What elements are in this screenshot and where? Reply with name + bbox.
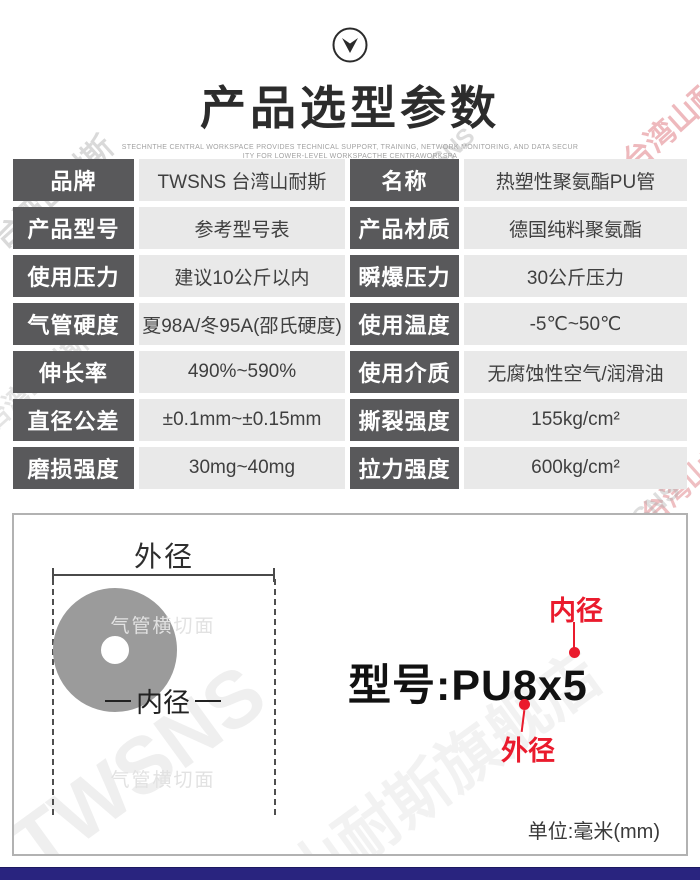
spec-value: 600kg/cm² [464, 447, 687, 489]
spec-label: 瞬爆压力 [350, 255, 459, 297]
inner-diameter-label: 内径 [63, 681, 263, 720]
page-header: 产品选型参数 STECHNTHE CENTRAL WORKSPACE PROVI… [0, 26, 700, 161]
spec-value: 30mg~40mg [139, 447, 345, 489]
spec-label: 磨损强度 [13, 447, 134, 489]
dimension-tick-right [273, 568, 275, 582]
spec-value: -5℃~50℃ [464, 303, 687, 345]
spec-value: 参考型号表 [139, 207, 345, 249]
spec-value: ±0.1mm~±0.15mm [139, 399, 345, 441]
outer-diameter-label: 外径 [133, 541, 194, 572]
spec-value: 德国纯料聚氨酯 [464, 207, 687, 249]
extension-line-right [274, 579, 276, 815]
spec-label: 伸长率 [13, 351, 134, 393]
spec-table: 品牌 TWSNS 台湾山耐斯 名称 热塑性聚氨酯PU管 产品型号 参考型号表 产… [13, 159, 688, 489]
callout-inner-dot [569, 647, 580, 658]
dimension-tick-left [52, 568, 54, 582]
spec-value: TWSNS 台湾山耐斯 [139, 159, 345, 201]
spec-label: 品牌 [13, 159, 134, 201]
spec-value: 30公斤压力 [464, 255, 687, 297]
spec-value: 热塑性聚氨酯PU管 [464, 159, 687, 201]
spec-value: 夏98A/冬95A(邵氏硬度) [139, 303, 345, 345]
dimension-line [52, 574, 275, 576]
spec-label: 名称 [350, 159, 459, 201]
callout-outer-diameter-label: 外径 [501, 736, 555, 766]
spec-label: 直径公差 [13, 399, 134, 441]
page-subtitle-line1: STECHNTHE CENTRAL WORKSPACE PROVIDES TEC… [121, 144, 579, 151]
spec-value: 155kg/cm² [464, 399, 687, 441]
footer-bar [0, 867, 700, 880]
spec-label: 产品材质 [350, 207, 459, 249]
callout-inner-diameter-label: 内径 [549, 596, 603, 626]
spec-label: 产品型号 [13, 207, 134, 249]
spec-value: 建议10公斤以内 [139, 255, 345, 297]
page-subtitle-line2: ITY FOR LOWER-LEVEL WORKSPACTHE CENTRAWO… [242, 153, 458, 160]
tube-diagram-box: TWSNS 台湾山耐斯旗舰店 外径 气管横切面 内径 气管横切面 内径 型号:P… [12, 513, 688, 856]
model-number-text: 型号:PU8x5 [348, 662, 588, 710]
spec-value: 490%~590% [139, 351, 345, 393]
spec-label: 使用介质 [350, 351, 459, 393]
cross-section-label-top: 气管横切面 [110, 616, 216, 637]
page-subtitle: STECHNTHE CENTRAL WORKSPACE PROVIDES TEC… [0, 143, 700, 161]
inner-diameter-text: 内径 [136, 688, 190, 718]
spec-value: 无腐蚀性空气/润滑油 [464, 351, 687, 393]
spec-label: 气管硬度 [13, 303, 134, 345]
spec-label: 拉力强度 [350, 447, 459, 489]
inner-diameter-line-right [195, 699, 221, 702]
spec-label: 撕裂强度 [350, 399, 459, 441]
callout-outer-dot [519, 699, 530, 710]
cross-section-label-bottom: 气管横切面 [110, 770, 216, 791]
callout-inner-line [573, 622, 575, 649]
unit-label: 单位:毫米(mm) [527, 821, 660, 843]
page-title: 产品选型参数 [200, 82, 500, 134]
spec-label: 使用压力 [13, 255, 134, 297]
spec-label: 使用温度 [350, 303, 459, 345]
inner-diameter-line-left [105, 699, 131, 702]
extension-line-left [52, 579, 54, 815]
chevron-down-circle-icon [0, 26, 700, 66]
